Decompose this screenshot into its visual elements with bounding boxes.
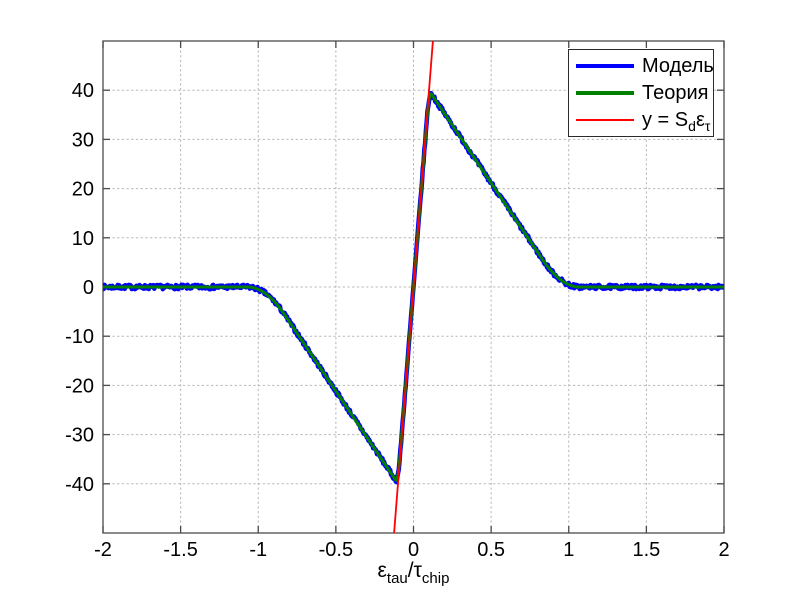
legend-label-subscript: τ bbox=[704, 118, 711, 134]
y-tick-label: 20 bbox=[72, 179, 94, 201]
y-tick-label: -20 bbox=[65, 375, 94, 397]
x-tick-label: -2 bbox=[94, 539, 112, 561]
y-tick-label: -40 bbox=[65, 474, 94, 496]
xlabel-sub-tau: tau bbox=[386, 570, 408, 587]
legend-label: y = Sdετ bbox=[642, 109, 710, 133]
legend-item: Теория bbox=[569, 80, 713, 106]
legend-line-sample bbox=[576, 119, 634, 121]
x-tick-label: 2 bbox=[718, 539, 729, 561]
xlabel-tau: τ bbox=[413, 559, 422, 582]
legend-label: Теория bbox=[642, 82, 709, 104]
legend-line-sample bbox=[576, 64, 634, 68]
y-tick-label: 0 bbox=[83, 277, 94, 299]
xlabel-epsilon: ε bbox=[377, 559, 387, 582]
xlabel-sub-chip: chip bbox=[421, 570, 450, 587]
series-group bbox=[103, 41, 724, 533]
y-tick-label: -30 bbox=[65, 425, 94, 447]
y-tick-label: 10 bbox=[72, 228, 94, 250]
y-tick-label: -10 bbox=[65, 326, 94, 348]
series-line-reference bbox=[393, 41, 434, 533]
x-tick-label: 1 bbox=[563, 539, 574, 561]
legend-label: Модель bbox=[642, 55, 714, 77]
legend-item: Модель bbox=[569, 53, 714, 79]
x-tick-label: -1.5 bbox=[163, 539, 197, 561]
legend-line-sample bbox=[576, 91, 634, 95]
x-tick-label: -0.5 bbox=[319, 539, 353, 561]
legend: Модель Теория y = Sdετ bbox=[568, 49, 714, 137]
legend-label-text: ε bbox=[695, 109, 705, 131]
x-tick-label: 0 bbox=[408, 539, 419, 561]
legend-item: y = Sdετ bbox=[569, 107, 713, 133]
y-tick-label: 30 bbox=[72, 129, 94, 151]
x-tick-label: -1 bbox=[249, 539, 267, 561]
xlabel-slash: / bbox=[407, 559, 414, 582]
x-tick-label: 0.5 bbox=[477, 539, 505, 561]
legend-label-text: y = S bbox=[642, 109, 689, 131]
x-tick-label: 1.5 bbox=[632, 539, 660, 561]
legend-label-subscript: d bbox=[688, 118, 696, 134]
y-tick-label: 40 bbox=[72, 80, 94, 102]
x-axis-label: εtau/τchip bbox=[103, 559, 724, 586]
